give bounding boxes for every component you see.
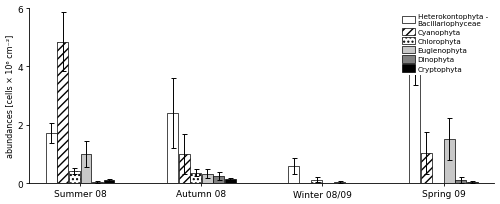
Bar bbox=[167, 113, 178, 183]
Bar bbox=[178, 154, 190, 183]
Bar bbox=[421, 153, 432, 183]
Bar bbox=[69, 171, 80, 183]
Bar bbox=[467, 182, 478, 183]
Bar bbox=[190, 173, 201, 183]
Bar bbox=[80, 154, 92, 183]
Bar bbox=[334, 182, 345, 183]
Bar bbox=[202, 174, 212, 183]
Bar bbox=[288, 166, 299, 183]
Bar bbox=[58, 42, 68, 183]
Y-axis label: abundances [cells × 10⁶ cm⁻²]: abundances [cells × 10⁶ cm⁻²] bbox=[6, 35, 15, 157]
Bar bbox=[213, 176, 224, 183]
Bar bbox=[456, 180, 466, 183]
Bar bbox=[224, 180, 235, 183]
Bar bbox=[311, 180, 322, 183]
Bar bbox=[444, 139, 455, 183]
Bar bbox=[46, 133, 57, 183]
Bar bbox=[104, 180, 115, 183]
Bar bbox=[92, 182, 103, 183]
Bar bbox=[410, 63, 420, 183]
Legend: Heterokontophyta -
Bacillariophyceae, Cyanophyta, Chlorophyta, Euglenophyta, Din: Heterokontophyta - Bacillariophyceae, Cy… bbox=[399, 11, 491, 75]
